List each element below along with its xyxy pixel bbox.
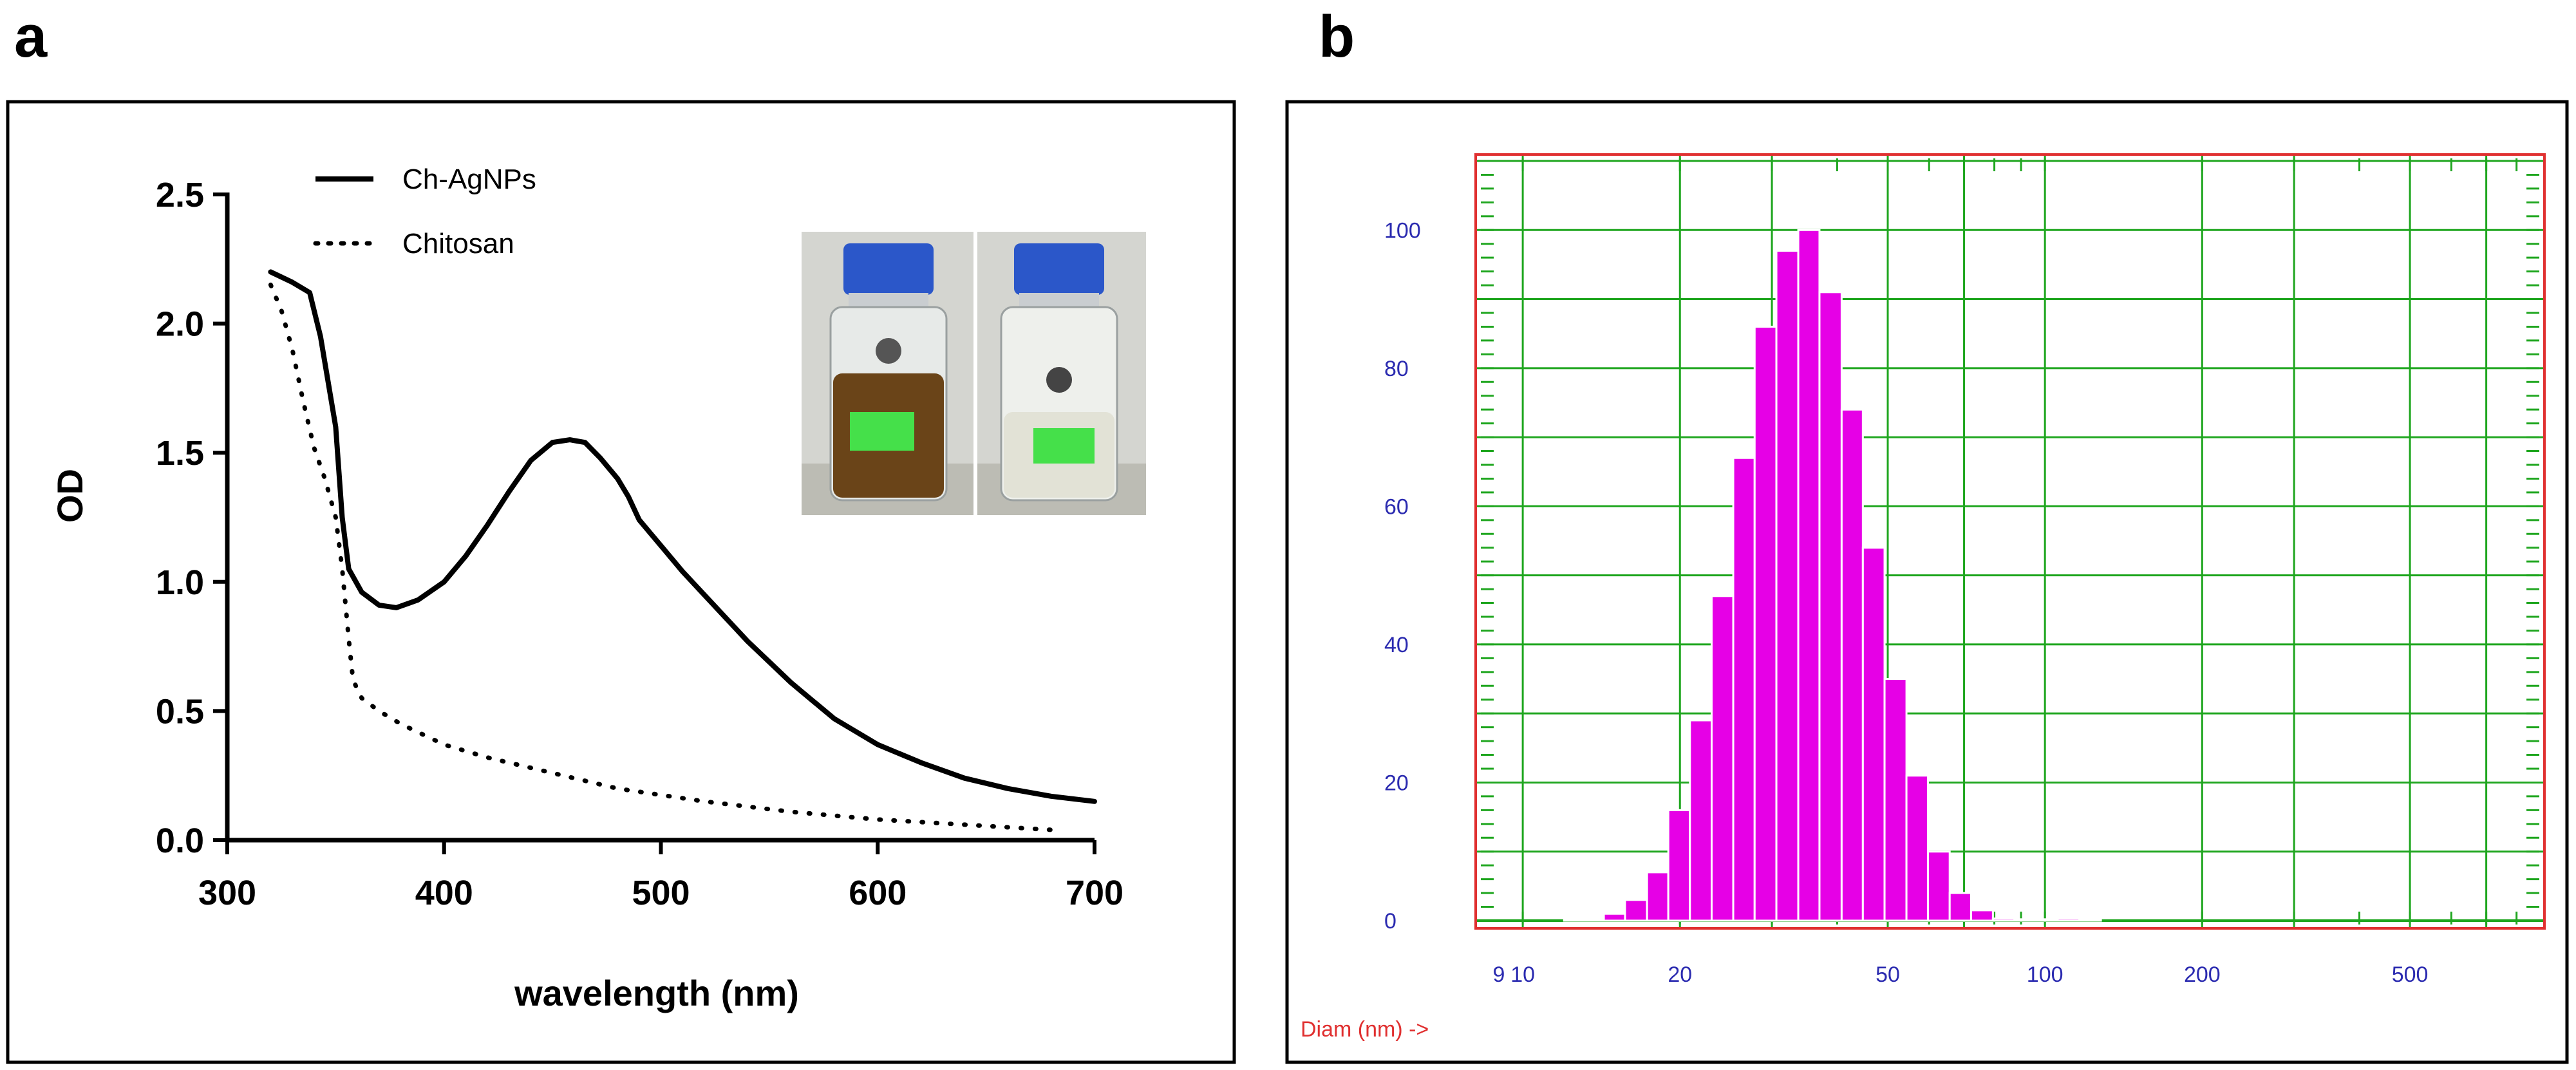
histogram-bar bbox=[2056, 917, 2081, 922]
x-tick-label: 200 bbox=[2184, 962, 2221, 987]
histogram-bar bbox=[1667, 809, 1691, 922]
y-axis-label: OD bbox=[50, 469, 90, 523]
histogram-bar bbox=[1883, 678, 1908, 922]
histogram-bar bbox=[1948, 892, 1972, 922]
histogram-bar bbox=[1970, 909, 1994, 922]
y-tick-label: 40 bbox=[1384, 633, 1409, 657]
histogram-bar bbox=[1646, 871, 1669, 922]
size-distribution-chart: 0 20 40 60 80 100 9 10 20 50 100 200 500 Diam (nm) -… bbox=[1301, 153, 2546, 1042]
x-tick-label: 500 bbox=[632, 874, 690, 912]
y-tick-label: 0.5 bbox=[156, 692, 204, 731]
y-tick-label: 2.0 bbox=[156, 305, 204, 344]
histogram-bar bbox=[1926, 850, 1951, 922]
plot-area bbox=[1476, 155, 2544, 928]
x-tick-label: 100 bbox=[2027, 962, 2064, 987]
x-axis-label: wavelength (nm) bbox=[514, 973, 799, 1013]
legend: Ch-AgNPs Chitosan bbox=[313, 164, 536, 259]
x-tick-label: 10 bbox=[1510, 962, 1535, 987]
bottle-label bbox=[1033, 428, 1095, 464]
histogram-bar bbox=[1563, 918, 1584, 922]
x-axis-label: Diam (nm) -> bbox=[1301, 1017, 1429, 1042]
bottle-ch-agnps bbox=[829, 243, 948, 502]
panel-label-a: a bbox=[14, 4, 48, 70]
histogram-bar bbox=[1818, 291, 1843, 922]
series-line-ch-agnps bbox=[268, 269, 1097, 804]
histogram-bar bbox=[1603, 912, 1626, 922]
x-tick-label: 20 bbox=[1668, 962, 1692, 987]
x-tick-label: 400 bbox=[415, 874, 473, 912]
histogram-bar bbox=[1581, 918, 1605, 922]
x-tick-label: 700 bbox=[1066, 874, 1123, 912]
histogram-bar bbox=[1775, 249, 1800, 922]
inset-photo bbox=[802, 232, 1146, 515]
bottle-chitosan bbox=[1000, 243, 1118, 502]
histogram-bar bbox=[2078, 918, 2102, 922]
histogram-bar bbox=[2013, 918, 2038, 922]
y-tick-label: 60 bbox=[1384, 494, 1409, 519]
x-tick-label: 600 bbox=[849, 874, 907, 912]
uv-vis-chart: 300 400 500 600 700 0.0 0.5 1.0 1.5 2.0 2.5 wavele… bbox=[50, 164, 1146, 1013]
histogram-bar bbox=[1753, 325, 1778, 922]
panel-b-frame bbox=[1285, 100, 2569, 1064]
histogram-bar bbox=[1624, 899, 1648, 922]
x-tick-label: 50 bbox=[1876, 962, 1900, 987]
y-tick-label: 0 bbox=[1384, 909, 1396, 934]
histogram-bar bbox=[1840, 408, 1864, 922]
y-tick-label: 1.5 bbox=[156, 434, 204, 473]
x-tick-label: 500 bbox=[2392, 962, 2429, 987]
series-line-chitosan bbox=[268, 282, 1054, 832]
histogram-bar bbox=[1991, 917, 2016, 922]
histogram-bar bbox=[1689, 719, 1713, 922]
plot-border bbox=[1474, 153, 2546, 930]
y-tick-label: 80 bbox=[1384, 357, 1409, 381]
y-tick-label: 2.5 bbox=[156, 176, 204, 214]
y-tick-label: 20 bbox=[1384, 771, 1409, 795]
y-tick-label: 0.0 bbox=[156, 821, 204, 860]
histogram-bar bbox=[2035, 918, 2059, 922]
histogram-bar bbox=[1861, 547, 1886, 922]
histogram-bar bbox=[1797, 229, 1821, 922]
x-tick-label: 300 bbox=[198, 874, 256, 912]
bottle-label bbox=[850, 412, 914, 451]
histogram-bar bbox=[1710, 595, 1735, 922]
histogram-bar bbox=[1732, 456, 1756, 922]
panel-label-b: b bbox=[1319, 4, 1355, 70]
legend-label-chitosan: Chitosan bbox=[402, 228, 514, 259]
panel-a-frame bbox=[6, 100, 1236, 1064]
histogram-bar bbox=[1905, 774, 1929, 922]
legend-label-ch-agnps: Ch-AgNPs bbox=[402, 164, 536, 195]
y-tick-label: 1.0 bbox=[156, 563, 204, 602]
y-tick-label: 100 bbox=[1384, 218, 1421, 243]
x-tick-label: 9 bbox=[1493, 962, 1505, 987]
